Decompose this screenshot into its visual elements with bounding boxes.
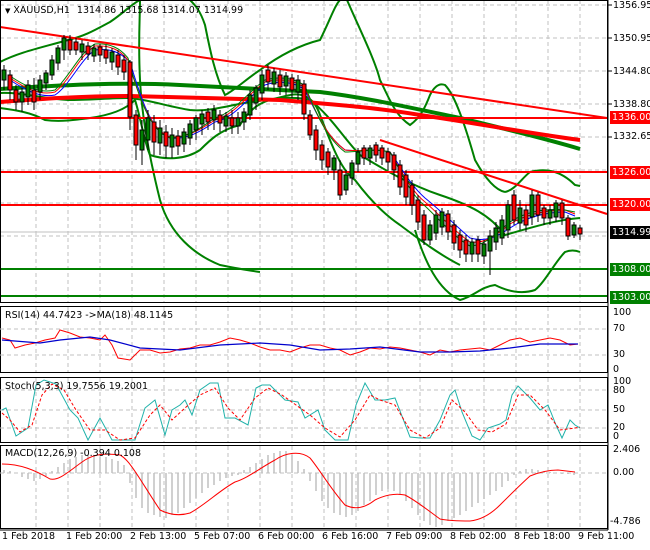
symbol-label: XAUUSD,H1	[13, 5, 70, 16]
stoch-tick: 20	[613, 422, 626, 433]
macd-signal-line	[1, 452, 576, 522]
macd-tick: -4.786	[610, 516, 641, 527]
level-badge-1336: 1336.00	[610, 111, 650, 124]
stoch-signal-line	[1, 383, 581, 441]
rsi-tick: 100	[613, 307, 632, 318]
price-grid	[0, 0, 607, 302]
level-badge-1308: 1308.00	[610, 263, 650, 276]
long-ma-green	[0, 81, 581, 151]
price-tick: 1344.80	[613, 66, 650, 77]
time-tick: 5 Feb 07:00	[194, 531, 251, 542]
level-badge-1326: 1326.00	[610, 166, 650, 179]
rsi-label: RSI(14) 44.7423 ->MA(18) 48.1145	[5, 310, 174, 321]
triangle-down-icon[interactable]: ▼	[5, 7, 11, 15]
price-tick: 1356.95	[613, 0, 650, 11]
macd-pane[interactable]	[0, 445, 608, 529]
rsi-tick: 0	[613, 364, 620, 375]
macd-histogram	[3, 451, 575, 527]
stoch-tick: 50	[613, 404, 626, 415]
time-tick: 6 Feb 16:00	[322, 531, 379, 542]
ohlc-values: 1314.86 1315.68 1314.07 1314.99	[76, 5, 244, 16]
price-tick: 1338.80	[613, 99, 650, 110]
rsi-tick: 30	[613, 349, 626, 360]
candlesticks[interactable]	[1, 35, 583, 275]
axis-ticks	[0, 4, 612, 531]
price-pane[interactable]	[0, 0, 608, 303]
time-tick: 6 Feb 00:00	[258, 531, 315, 542]
rsi-ma-line	[1, 336, 578, 353]
time-tick: 2 Feb 13:00	[130, 531, 187, 542]
stoch-pane[interactable]	[0, 377, 608, 443]
time-tick: 8 Feb 18:00	[514, 531, 571, 542]
price-tick: 1332.65	[613, 131, 650, 142]
macd-tick: 2.406	[613, 444, 641, 455]
rsi-pane[interactable]	[0, 306, 608, 373]
stoch-label: Stoch(5,3,3) 19.7556 19.2001	[5, 381, 149, 392]
macd-tick: 0.00	[613, 467, 635, 478]
level-badge-1303: 1303.00	[610, 291, 650, 304]
rsi-tick: 70	[613, 323, 626, 334]
stoch-tick: 100	[613, 376, 632, 387]
long-ma-red	[0, 93, 581, 142]
trendline-lower	[379, 139, 608, 215]
time-tick: 1 Feb 20:00	[66, 531, 123, 542]
bollinger-bands	[0, 0, 581, 302]
stoch-tick: 80	[613, 385, 626, 396]
level-badge-1320: 1320.00	[610, 198, 650, 211]
stoch-tick: 0	[613, 431, 620, 442]
time-tick: 9 Feb 11:00	[578, 531, 635, 542]
current-price-badge: 1314.99	[610, 226, 650, 239]
time-tick: 7 Feb 09:00	[386, 531, 443, 542]
macd-label: MACD(12,26,9) -0.394 0.108	[5, 448, 142, 459]
chart-header: ▼ XAUUSD,H1 1314.86 1315.68 1314.07 1314…	[5, 5, 243, 16]
time-tick: 1 Feb 2018	[2, 531, 56, 542]
time-tick: 8 Feb 02:00	[450, 531, 507, 542]
rsi-line	[1, 329, 579, 361]
trendline-upper	[0, 26, 608, 119]
price-tick: 1350.95	[613, 33, 650, 44]
stoch-main-line	[1, 379, 581, 442]
